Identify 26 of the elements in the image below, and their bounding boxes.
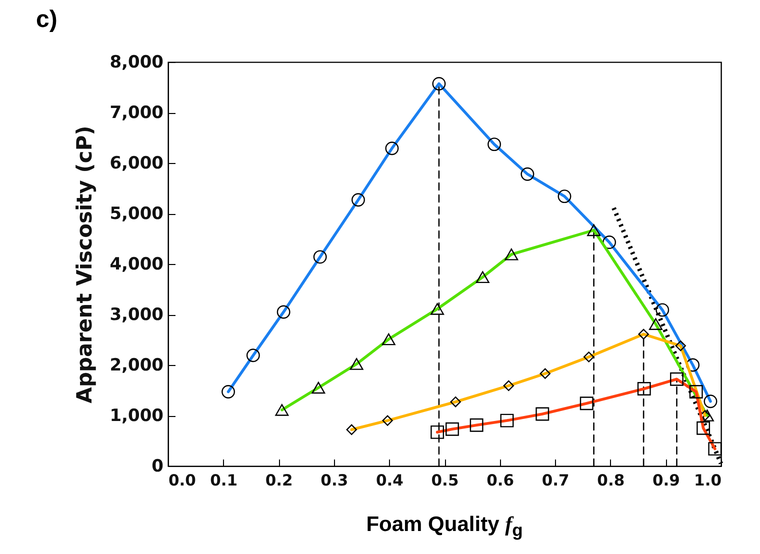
point [670,372,684,386]
x-tick-label: 0.7 [542,472,570,490]
y-tick-label: 2,000 [110,356,164,376]
y-tick-label: 8,000 [110,52,164,72]
y-tick-label: 6,000 [110,154,164,174]
x-tick-label: 0.3 [320,472,348,490]
x-tick-label: 0.1 [210,472,238,490]
y-tick-label: 4,000 [110,254,164,274]
y-tick-label: 0 [152,456,164,476]
point [638,328,649,340]
x-tick-label: 0.2 [265,472,293,490]
y-axis-title: Apparent Viscosity (cP) [72,126,97,404]
chart-title: c) [36,6,58,34]
x-tick-label: 1.0 [694,472,722,490]
x-tick-label: 0.6 [486,472,514,490]
x-tick-label: 0.8 [597,472,625,490]
x-tick-label: 0.5 [431,472,459,490]
x-tick-label: 0.4 [376,472,404,490]
y-tick-label: 5,000 [110,204,164,224]
point [432,77,446,90]
x-tick-label: 0.9 [652,472,680,490]
x-axis-title: Foam Quality f$_{g}$ [365,512,524,542]
y-tick-label: 3,000 [110,305,164,325]
y-tick-label: 7,000 [110,103,164,123]
y-tick-label: 1,000 [110,406,164,426]
x-tick-label: 0.0 [168,472,196,490]
